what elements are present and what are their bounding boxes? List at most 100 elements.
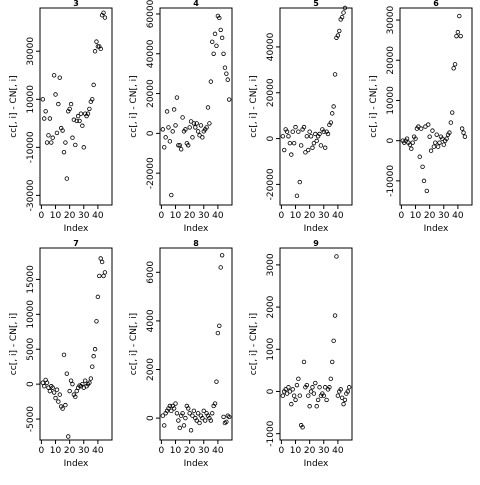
data-point bbox=[190, 413, 195, 418]
data-point bbox=[188, 428, 194, 433]
y-tick-label: 0 bbox=[146, 415, 156, 421]
y-tick-label: 10000 bbox=[26, 85, 36, 114]
data-point bbox=[214, 43, 219, 49]
data-point bbox=[289, 152, 294, 157]
data-point bbox=[328, 120, 334, 125]
data-point bbox=[82, 378, 88, 383]
data-point bbox=[301, 124, 307, 130]
x-tick-label: 10 bbox=[410, 211, 422, 221]
data-point bbox=[101, 10, 106, 16]
data-point bbox=[204, 125, 209, 130]
data-point bbox=[187, 411, 192, 416]
data-point bbox=[94, 319, 99, 324]
plot-frame bbox=[159, 7, 233, 206]
chart-title: 7 bbox=[73, 239, 79, 248]
data-point bbox=[440, 136, 445, 141]
data-point bbox=[92, 347, 98, 352]
data-point bbox=[221, 51, 226, 56]
data-point bbox=[218, 265, 223, 270]
x-tick-label: 10 bbox=[50, 446, 62, 456]
x-tick-label: 0 bbox=[39, 446, 45, 456]
data-point bbox=[191, 121, 197, 126]
data-point bbox=[194, 121, 199, 126]
data-point bbox=[331, 338, 336, 344]
data-point bbox=[40, 97, 46, 102]
data-point bbox=[287, 389, 293, 394]
x-tick-label: 30 bbox=[78, 446, 90, 456]
data-point bbox=[219, 253, 225, 258]
data-point bbox=[102, 270, 108, 275]
data-point bbox=[341, 401, 346, 407]
x-tick-label: 20 bbox=[64, 446, 76, 456]
data-point bbox=[57, 75, 62, 80]
data-point bbox=[454, 33, 459, 39]
data-point bbox=[311, 391, 317, 396]
data-point bbox=[63, 140, 68, 145]
data-point bbox=[308, 389, 314, 394]
data-point bbox=[47, 388, 53, 394]
x-tick-label: 0 bbox=[279, 211, 285, 221]
plot-frame bbox=[279, 247, 353, 441]
data-point bbox=[297, 393, 302, 398]
data-point bbox=[46, 133, 51, 138]
x-tick-label: 0 bbox=[159, 446, 165, 456]
data-point bbox=[193, 125, 198, 130]
data-point bbox=[325, 131, 331, 137]
y-tick-label: 20000 bbox=[386, 46, 396, 75]
data-point bbox=[164, 109, 170, 114]
data-point bbox=[211, 51, 216, 56]
data-point bbox=[421, 178, 427, 184]
data-point bbox=[448, 120, 454, 125]
data-point bbox=[195, 411, 201, 416]
data-point bbox=[342, 5, 348, 11]
x-tick-label: 0 bbox=[159, 211, 165, 221]
y-tick-label: 6000 bbox=[146, 261, 156, 284]
data-point bbox=[95, 294, 101, 300]
data-point bbox=[300, 425, 305, 430]
data-point bbox=[64, 176, 70, 181]
data-point bbox=[313, 380, 318, 386]
chart-title: 9 bbox=[313, 239, 319, 248]
y-tick-label: 30000 bbox=[386, 5, 396, 34]
data-point bbox=[180, 411, 185, 416]
x-tick-label: 10 bbox=[170, 211, 182, 221]
data-point bbox=[332, 313, 338, 318]
y-tick-label: 0 bbox=[26, 381, 36, 387]
data-point bbox=[284, 129, 290, 134]
data-point bbox=[289, 401, 294, 407]
x-tick-label: 40 bbox=[212, 211, 224, 221]
x-axis-label: Index bbox=[184, 224, 209, 234]
data-point bbox=[322, 145, 328, 150]
data-point bbox=[88, 376, 94, 381]
data-point bbox=[40, 380, 46, 385]
data-point bbox=[222, 65, 228, 70]
data-point bbox=[54, 387, 60, 392]
data-point bbox=[44, 380, 50, 385]
y-axis-label: cc[, i] - CN[, i] bbox=[369, 75, 379, 137]
data-point bbox=[75, 113, 81, 119]
x-tick-label: 20 bbox=[184, 446, 196, 456]
data-point bbox=[427, 134, 432, 139]
data-point bbox=[173, 401, 178, 406]
data-point bbox=[67, 106, 72, 112]
data-point bbox=[225, 77, 230, 82]
y-tick-label: 0 bbox=[146, 130, 156, 136]
data-point bbox=[162, 145, 167, 150]
x-tick-label: 40 bbox=[212, 446, 224, 456]
data-point bbox=[416, 124, 421, 129]
data-point bbox=[224, 71, 229, 76]
x-tick-label: 10 bbox=[50, 211, 62, 221]
data-point bbox=[54, 130, 60, 136]
data-point bbox=[291, 393, 297, 398]
data-point bbox=[324, 397, 329, 403]
data-point bbox=[191, 408, 197, 414]
data-point bbox=[177, 143, 182, 148]
data-point bbox=[188, 119, 194, 124]
data-point bbox=[304, 382, 310, 388]
data-point bbox=[68, 101, 74, 107]
data-point bbox=[337, 28, 342, 34]
data-point bbox=[409, 146, 414, 151]
y-tick-label: -30000 bbox=[26, 179, 36, 211]
data-point bbox=[77, 118, 82, 124]
data-point bbox=[342, 397, 348, 403]
